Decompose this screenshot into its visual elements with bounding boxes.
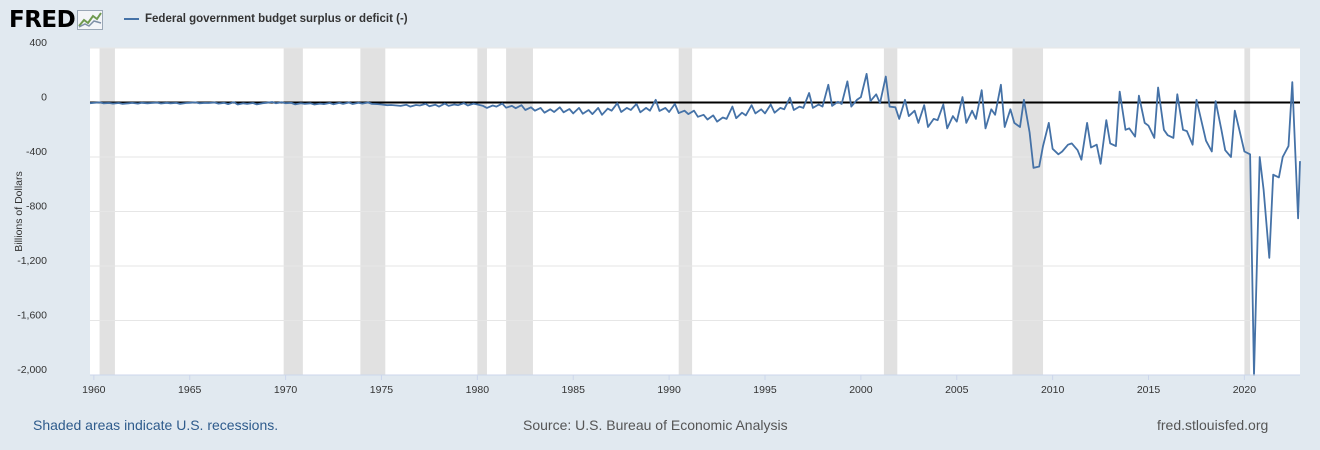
x-tick-label: 1960 <box>82 384 106 396</box>
legend-label: Federal government budget surplus or def… <box>145 13 408 25</box>
x-tick-label: 1995 <box>753 384 777 396</box>
chart-header: FRED Federal government budget surplus o… <box>0 0 1320 40</box>
x-tick-label: 2010 <box>1041 384 1065 396</box>
x-tick-label: 1975 <box>370 384 394 396</box>
source-note: Source: U.S. Bureau of Economic Analysis <box>523 417 788 433</box>
y-tick-label: 400 <box>29 37 47 49</box>
y-tick-label: -1,600 <box>17 310 47 322</box>
y-tick-label: 0 <box>41 92 47 104</box>
y-axis-title: Billions of Dollars <box>13 171 25 252</box>
fred-logo[interactable]: FRED <box>9 7 104 33</box>
chart-legend: Federal government budget surplus or def… <box>124 13 408 25</box>
x-tick-label: 2020 <box>1233 384 1257 396</box>
x-tick-label: 1980 <box>466 384 490 396</box>
x-tick-label: 1970 <box>274 384 298 396</box>
x-tick-label: 1965 <box>178 384 202 396</box>
recession-note[interactable]: Shaded areas indicate U.S. recessions. <box>33 417 279 433</box>
x-tick-label: 2005 <box>945 384 969 396</box>
x-tick-label: 2000 <box>849 384 873 396</box>
x-tick-label: 1990 <box>657 384 681 396</box>
line-chart: 400 0 -400 -800 -1,200 -1,600 -2,000 1960 1965 1… <box>13 37 1301 396</box>
legend-swatch <box>124 18 139 20</box>
y-tick-label: -800 <box>26 201 47 213</box>
y-tick-label: -400 <box>26 146 47 158</box>
fred-graph-icon <box>77 10 104 30</box>
x-tick-label: 2015 <box>1137 384 1161 396</box>
x-tick-label: 1985 <box>562 384 586 396</box>
fred-logo-text: FRED <box>9 7 76 33</box>
y-tick-label: -1,200 <box>17 255 47 267</box>
series-line <box>89 73 1301 376</box>
site-url[interactable]: fred.stlouisfed.org <box>1157 417 1269 433</box>
y-tick-label: -2,000 <box>17 364 47 376</box>
